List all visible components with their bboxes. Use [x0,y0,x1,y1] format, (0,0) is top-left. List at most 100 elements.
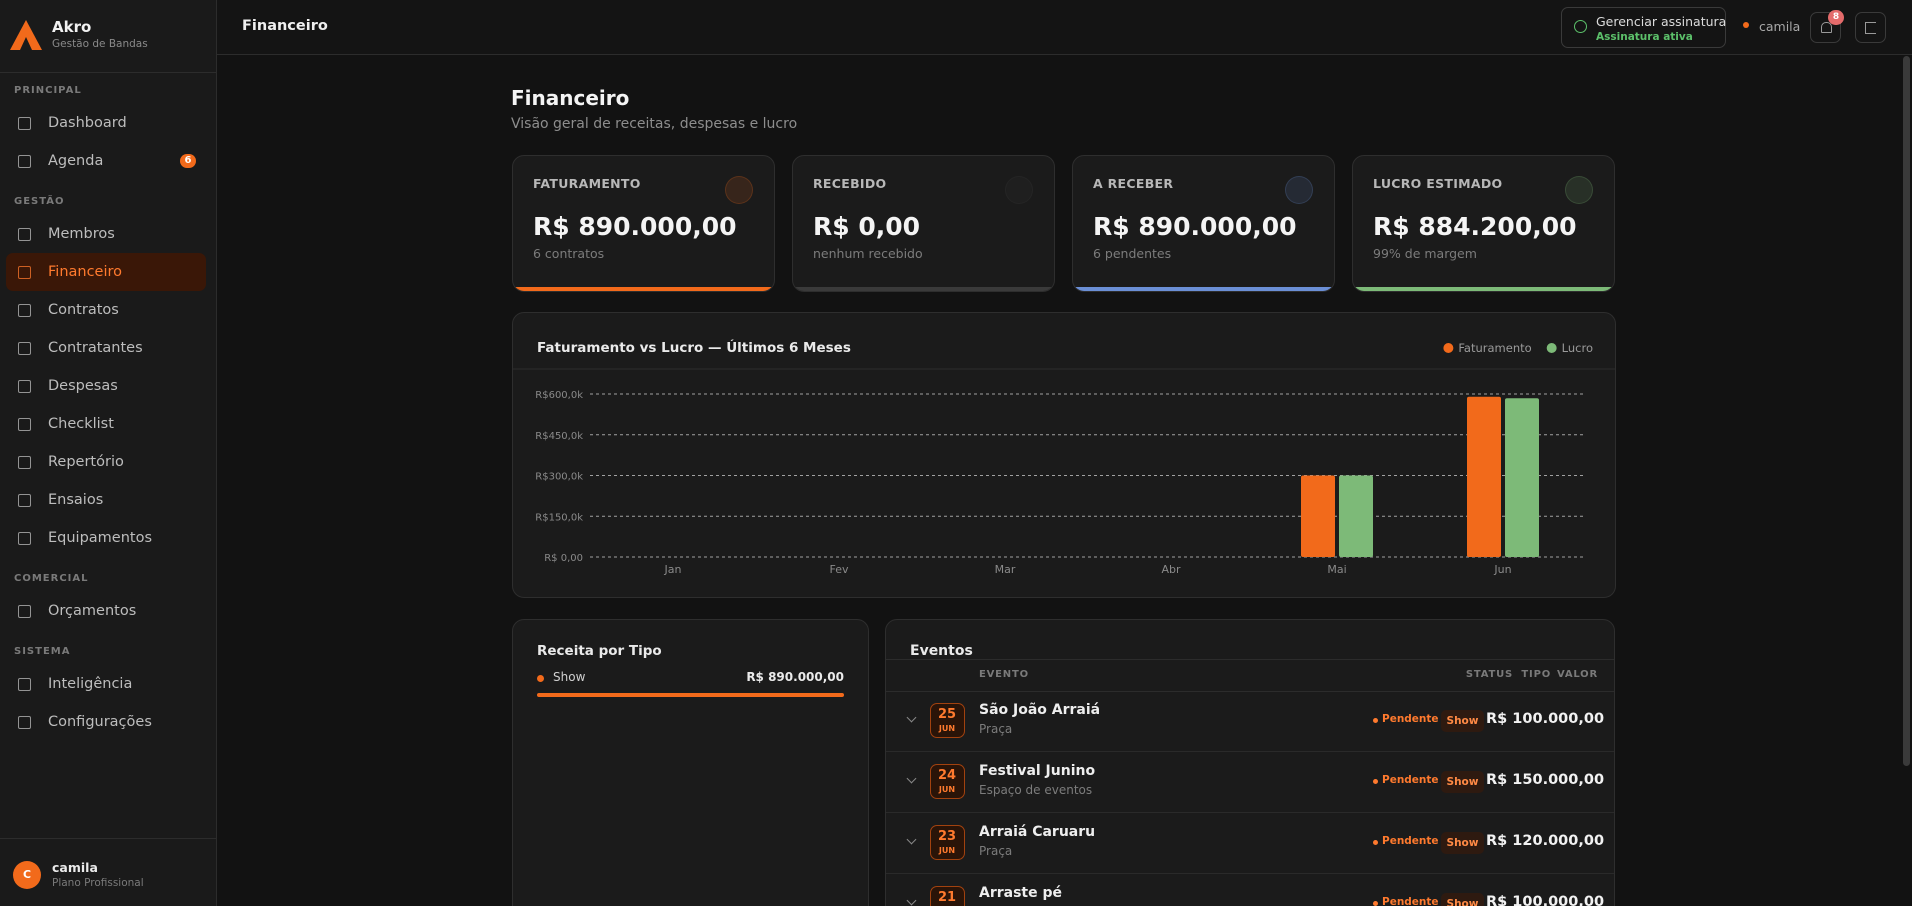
nav-label: Equipamentos [48,530,153,546]
nav-icon [18,716,31,729]
bar [1467,396,1501,557]
avatar: C [13,861,41,889]
events-title: Eventos [910,643,973,659]
revenue-title: Receita por Tipo [537,643,662,659]
event-status: Pendente [1382,713,1439,725]
card-accent [793,287,1054,291]
type-badge: Show [1441,710,1484,732]
brand: Akro [52,18,92,36]
event-value: R$ 150.000,00 [1486,772,1605,788]
y-tick-label: R$450,0k [535,431,583,442]
nav-label: Despesas [48,378,118,394]
logout-icon [1865,22,1876,34]
event-value: R$ 100.000,00 [1486,711,1605,727]
y-tick-label: R$ 0,00 [544,553,583,564]
event-name: Arraste pé [979,885,1063,901]
type-badge: Show [1441,832,1484,854]
card-label: FATURAMENTO [533,176,641,191]
event-day: 21 [937,890,957,905]
nav-item[interactable]: Contratantes [6,329,206,367]
nav-icon [18,342,31,355]
type-value: R$ 890.000,00 [746,670,844,684]
section-title: SISTEMA [14,646,71,657]
section-title: GESTÃO [14,196,65,207]
nav-item[interactable]: Despesas [6,367,206,405]
nav-icon [18,532,31,545]
nav-item[interactable]: Membros [6,215,206,253]
nav-icon [18,304,31,317]
nav-item[interactable]: Contratos [6,291,206,329]
status-dot [1373,901,1378,906]
nav-item[interactable]: Dashboard [6,104,206,142]
card-note: nenhum recebido [813,246,923,261]
music-icon [1743,22,1749,28]
event-row[interactable]: 21 Arraste pé Pendente Show R$ 100.000,00 [886,874,1614,906]
nav-item[interactable]: Equipamentos [6,519,206,557]
check-icon [1574,20,1587,33]
event-place: Espaço de eventos [979,783,1093,797]
event-value: R$ 120.000,00 [1486,833,1605,849]
nav-item[interactable]: Ensaios [6,481,206,519]
card-icon [725,176,753,204]
page-subtitle: Visão geral de receitas, despesas e lucr… [511,116,798,132]
column-header: STATUS [1465,669,1513,680]
nav-label: Orçamentos [48,603,137,619]
chart-panel: Faturamento vs Lucro — Últimos 6 Meses Lu… [512,312,1616,598]
user-plan: Plano Profissional [52,877,144,889]
event-row[interactable]: 23 JUN Arraiá Caruaru Praça Pendente Show R$ 1… [886,813,1614,874]
event-row[interactable]: 25 JUN São João Arraiá Praça Pendente Show R$ … [886,691,1614,752]
card-note: 6 contratos [533,246,605,261]
nav-item[interactable]: Configurações [6,703,206,741]
nav-item[interactable]: Checklist [6,405,206,443]
notifications-button[interactable] [1810,12,1841,43]
event-row[interactable]: 24 JUN Festival Junino Espaço de eventos Pen… [886,752,1614,813]
stat-card: A RECEBER R$ 890.000,00 6 pendentes [1072,155,1335,292]
nav-label: Checklist [48,416,114,432]
type-dot [537,675,544,682]
section-title: COMERCIAL [14,573,89,584]
y-tick-label: R$300,0k [535,472,583,483]
x-tick-label: Mai [1327,563,1346,576]
nav-item[interactable]: Repertório [6,443,206,481]
card-icon [1005,176,1033,204]
event-month: JUN [938,846,956,855]
logout-button[interactable] [1855,12,1886,43]
nav-item[interactable]: Agenda 6 [6,142,206,180]
events-panel: Eventos EVENTO STATUS TIPO VALOR 25 JUN São Joã… [885,619,1615,906]
event-place: Praça [979,722,1013,736]
nav-label: Dashboard [48,115,127,131]
card-accent [1353,287,1614,291]
nav-label: Membros [48,226,115,242]
nav-label: Repertório [48,454,124,470]
nav-icon [18,678,31,691]
legend-swatch [1443,343,1454,353]
nav-item[interactable]: Inteligência [6,665,206,703]
event-status: Pendente [1382,835,1439,847]
header-user: camila [1759,19,1801,34]
card-icon [1285,176,1313,204]
date-badge: 24 JUN [930,764,965,799]
card-value: R$ 884.200,00 [1373,212,1577,241]
nav-item[interactable]: Financeiro [6,253,206,291]
event-day: 23 [937,829,957,844]
x-tick-label: Abr [1161,563,1181,576]
subscription-label: Gerenciar assinatura [1596,14,1727,29]
subscription-button[interactable]: Gerenciar assinatura Assinatura ativa [1561,7,1726,48]
event-place: Praça [979,844,1013,858]
header-title: Financeiro [242,18,328,34]
events-header-divider [886,691,1614,692]
chart-title: Faturamento vs Lucro — Últimos 6 Meses [537,338,851,356]
subscription-status: Assinatura ativa [1596,31,1693,43]
nav-label: Configurações [48,714,152,730]
nav-item[interactable]: Orçamentos [6,592,206,630]
x-tick-label: Fev [829,563,848,576]
type-bar [537,693,844,697]
page-title: Financeiro [511,86,630,110]
user-name: camila [52,860,98,875]
tagline: Gestão de Bandas [52,38,148,50]
event-name: Festival Junino [979,763,1096,779]
expand-chevron [906,834,917,845]
date-badge: 21 [930,886,965,906]
type-badge: Show [1441,893,1484,906]
